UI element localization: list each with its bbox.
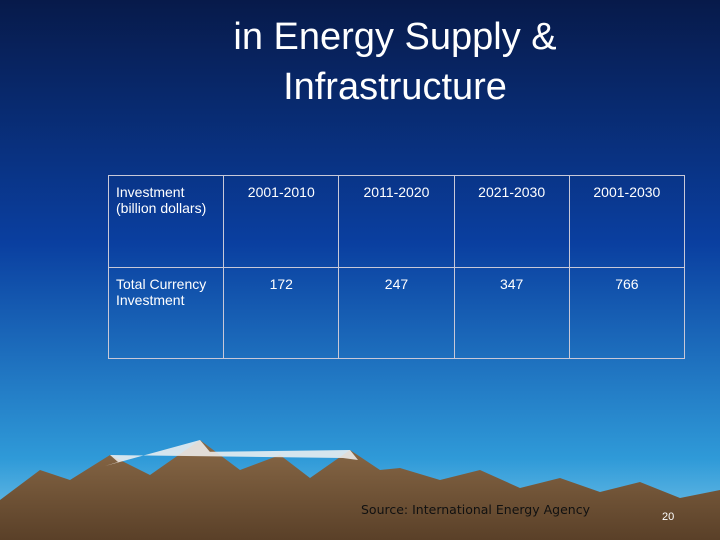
table-cell: Investment (billion dollars) (107, 175, 225, 268)
title-line: in Energy Supply & (233, 16, 557, 58)
table-cell: 2001-2010 (223, 175, 340, 268)
page-number: 20 (662, 511, 675, 523)
table-cell: Total Currency Investment (107, 266, 225, 359)
title-line: Infrastructure (283, 66, 507, 108)
table-cell: 247 (338, 266, 455, 359)
table-row: Total Currency Investment 172 247 347 76… (107, 266, 686, 359)
table-cell: 2011-2020 (338, 175, 455, 268)
table-cell: 2021-2030 (453, 175, 570, 268)
source-note: Source: International Energy Agency (361, 502, 590, 517)
table-cell: 347 (453, 266, 570, 359)
table-row: Investment (billion dollars) 2001-2010 2… (107, 175, 686, 268)
table-cell: 2001-2030 (568, 175, 686, 268)
table-cell: 172 (223, 266, 340, 359)
table-cell: 766 (568, 266, 686, 359)
investment-table: Investment (billion dollars) 2001-2010 2… (107, 175, 686, 359)
